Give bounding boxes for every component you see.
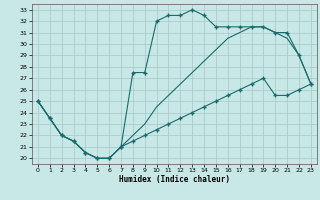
X-axis label: Humidex (Indice chaleur): Humidex (Indice chaleur): [119, 175, 230, 184]
